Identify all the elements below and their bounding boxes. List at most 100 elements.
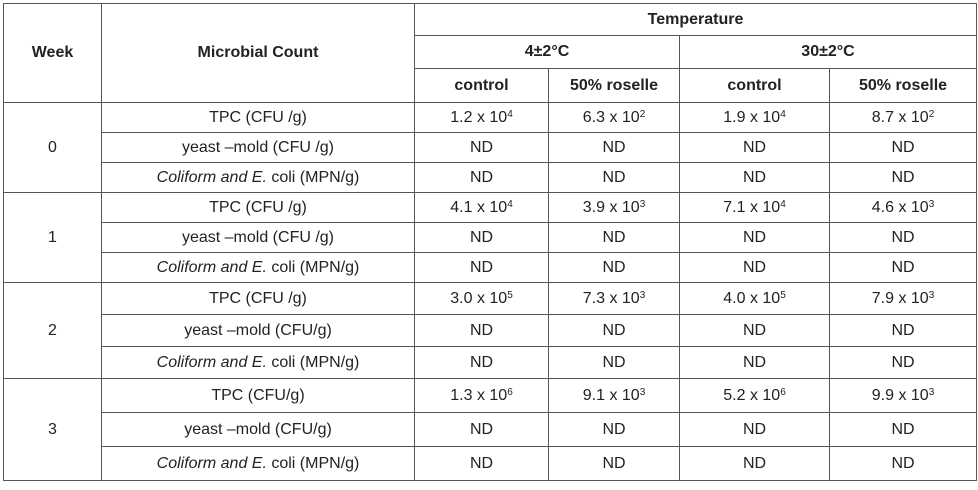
table-row: yeast –mold (CFU /g) ND ND ND ND <box>4 132 978 163</box>
value-exponent: 6 <box>780 386 786 398</box>
value-cell: ND <box>414 446 549 481</box>
value-exponent: 5 <box>507 289 513 301</box>
label-rest: coli (MPN/g) <box>266 353 360 371</box>
control-low-header: control <box>414 68 549 103</box>
value-base: ND <box>891 321 915 339</box>
value-base: ND <box>742 168 767 186</box>
week-cell: 1 <box>3 192 102 283</box>
value-cell: ND <box>548 252 680 283</box>
microbial-count-label: TPC (CFU /g) <box>101 102 415 133</box>
value-base: ND <box>891 138 915 156</box>
value-base: ND <box>742 258 767 276</box>
value-cell: 4.6 x 103 <box>828 192 978 223</box>
value-cell: 9.9 x 103 <box>828 378 978 413</box>
value-cell: ND <box>548 346 680 379</box>
value-base: 1.2 x 10 <box>450 108 508 126</box>
value-cell: 4.0 x 105 <box>679 282 830 315</box>
value-cell: ND <box>414 222 549 253</box>
table-row: yeast –mold (CFU/g) ND ND ND ND <box>4 314 978 347</box>
value-base: ND <box>469 353 494 371</box>
value-cell: ND <box>828 222 978 253</box>
value-exponent: 3 <box>639 198 646 210</box>
microbial-count-label: TPC (CFU /g) <box>101 192 415 223</box>
value-base: ND <box>602 420 626 438</box>
value-cell: ND <box>414 132 549 163</box>
label-italic: Coliform and E. <box>156 454 267 472</box>
value-cell: ND <box>828 314 978 347</box>
value-base: ND <box>469 258 494 276</box>
table-row: 2 TPC (CFU /g) 3.0 x 105 7.3 x 103 4.0 x 105… <box>3 282 978 379</box>
value-cell: ND <box>679 314 830 347</box>
value-base: ND <box>602 228 626 246</box>
value-base: 7.9 x 10 <box>871 289 929 307</box>
value-cell: ND <box>414 314 549 347</box>
table-header: Week Microbial Count Temperature 4±2°C 3… <box>3 3 978 103</box>
value-cell: ND <box>414 346 549 379</box>
value-exponent: 2 <box>639 108 646 120</box>
microbial-count-label: Coliform and E. coli (MPN/g) <box>101 346 415 379</box>
value-base: ND <box>742 353 767 371</box>
table-row: 0 TPC (CFU /g) 1.2 x 104 6.3 x 102 1.9 x 104… <box>3 102 978 193</box>
value-cell: 6.3 x 102 <box>548 102 680 133</box>
roselle-low-header: 50% roselle <box>548 68 680 103</box>
value-cell: ND <box>828 252 978 283</box>
value-cell: ND <box>828 346 978 379</box>
week-cell: 0 <box>3 102 102 193</box>
value-exponent: 2 <box>928 108 935 120</box>
table-row: Coliform and E. coli (MPN/g) ND ND ND ND <box>4 162 978 193</box>
microbial-count-label: Coliform and E. coli (MPN/g) <box>101 446 415 481</box>
value-base: ND <box>891 258 915 276</box>
value-base: ND <box>602 138 626 156</box>
value-cell: ND <box>679 132 830 163</box>
microbial-count-label: TPC (CFU/g) <box>101 378 415 413</box>
value-cell: ND <box>548 162 680 193</box>
value-base: 4.6 x 10 <box>871 198 929 216</box>
value-cell: ND <box>828 162 978 193</box>
value-base: ND <box>742 454 767 472</box>
value-base: ND <box>469 168 494 186</box>
value-exponent: 6 <box>507 386 513 398</box>
value-cell: ND <box>414 252 549 283</box>
value-base: 6.3 x 10 <box>582 108 640 126</box>
value-cell: ND <box>679 162 830 193</box>
microbial-count-label: yeast –mold (CFU/g) <box>101 412 415 447</box>
label-italic: Coliform and E. <box>156 168 267 186</box>
value-cell: ND <box>548 314 680 347</box>
table-row: 1 TPC (CFU /g) 4.1 x 104 3.9 x 103 7.1 x 10 4… <box>3 192 978 283</box>
value-exponent: 4 <box>780 108 786 120</box>
value-base: ND <box>742 321 767 339</box>
value-cell: 1.2 x 104 <box>414 102 549 133</box>
value-exponent: 3 <box>928 386 935 398</box>
value-base: 7.1 x 10 <box>723 198 781 216</box>
value-exponent: 4 <box>507 108 513 120</box>
microbial-count-label: yeast –mold (CFU /g) <box>101 132 415 163</box>
value-cell: 9.1 x 103 <box>548 378 680 413</box>
value-base: ND <box>602 353 626 371</box>
value-exponent: 3 <box>639 386 646 398</box>
value-base: 1.3 x 10 <box>450 386 508 404</box>
value-cell: 3.9 x 103 <box>548 192 680 223</box>
value-cell: ND <box>548 446 680 481</box>
value-base: 4.1 x 10 <box>450 198 508 216</box>
value-base: 3.0 x 10 <box>450 289 508 307</box>
week-cell: 2 <box>3 282 102 379</box>
value-cell: 8.7 x 102 <box>828 102 978 133</box>
value-cell: ND <box>548 132 680 163</box>
value-base: ND <box>742 420 767 438</box>
value-cell: ND <box>548 412 680 447</box>
value-base: ND <box>602 258 626 276</box>
value-base: 9.1 x 10 <box>582 386 640 404</box>
value-cell: 7.9 x 103 <box>828 282 978 315</box>
value-base: ND <box>602 454 626 472</box>
roselle-high-header: 50% roselle <box>828 68 978 103</box>
value-base: 5.2 x 10 <box>723 386 781 404</box>
value-exponent: 3 <box>928 198 935 210</box>
temperature-header: Temperature <box>413 3 978 36</box>
value-cell: ND <box>828 132 978 163</box>
value-cell: 4.1 x 104 <box>414 192 549 223</box>
value-base: 4.0 x 10 <box>723 289 781 307</box>
value-cell: 5.2 x 106 <box>679 378 830 413</box>
value-cell: 1.9 x 104 <box>679 102 830 133</box>
value-base: ND <box>742 138 767 156</box>
value-base: 1.9 x 10 <box>723 108 781 126</box>
